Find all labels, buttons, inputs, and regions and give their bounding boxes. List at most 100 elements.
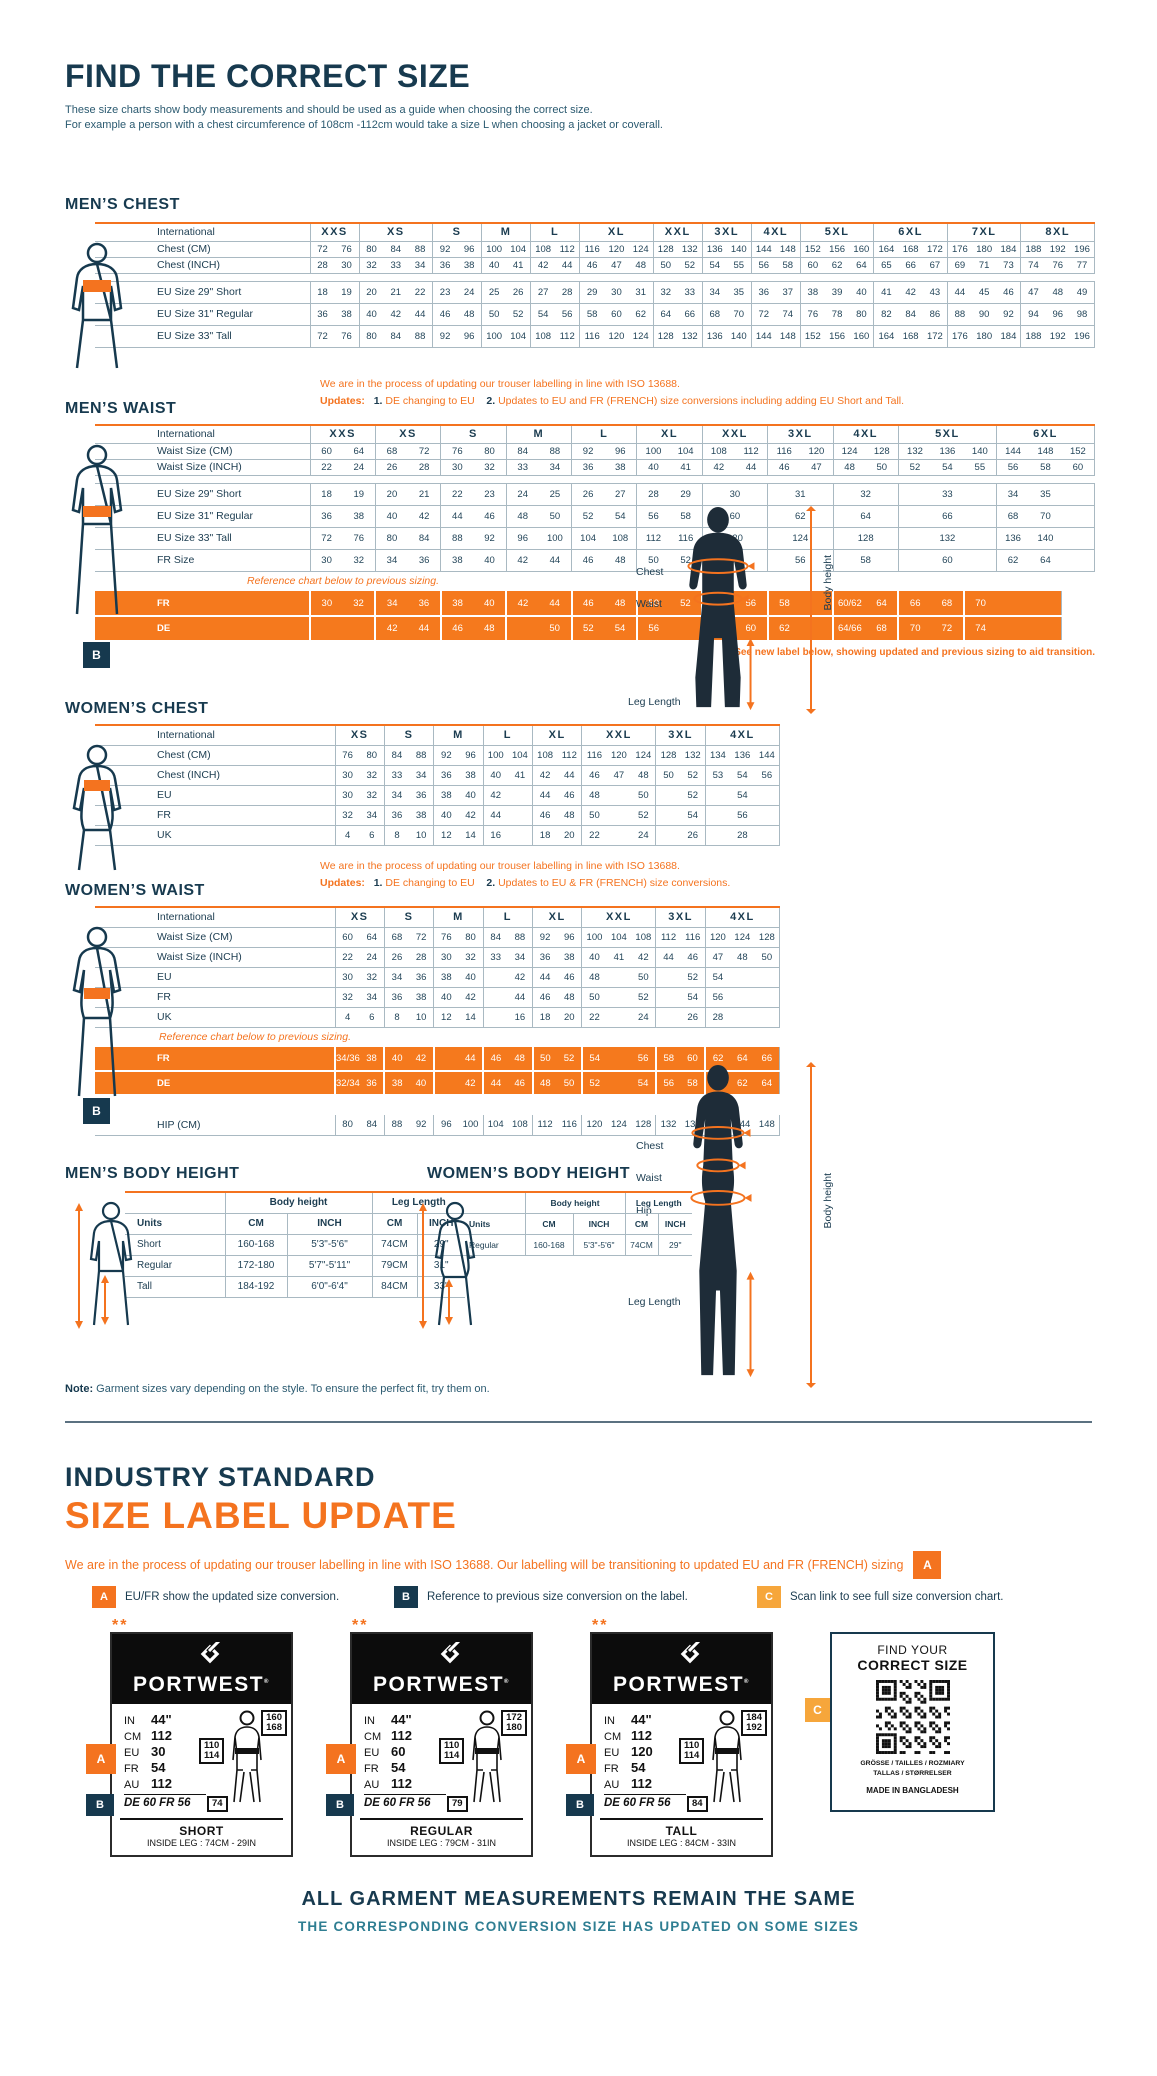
size-cell: 32 [334,987,360,1008]
table-header-label: International [95,425,310,444]
size-cell: 32 [832,483,899,506]
size-cell: 66 [677,303,703,326]
size-cell: 128 [652,325,678,348]
size-cell: 108 [530,325,556,348]
size-cell: 46 [557,785,582,806]
size-cell: 42 [383,303,409,326]
size-cell: 34/36 [334,1047,360,1072]
size-cell: 38 [440,549,474,572]
female-height-figure-icon [419,1201,476,1329]
row-label: UK [95,825,335,846]
height-measure-box: 160 168 [261,1710,287,1736]
a-badge: A [92,1586,116,1608]
size-cell [505,616,539,642]
row-label: Waist Size (CM) [95,443,310,460]
note-text: Garment sizes vary depending on the styl… [93,1383,490,1395]
size-cell: 41 [507,765,533,786]
size-cell: 38 [433,785,459,806]
size-cell: 96 [458,745,484,766]
size-cell: 120 [606,745,632,766]
size-cell: 64 [359,927,385,948]
size-cell: 18 [532,1007,558,1028]
size-cell: 128 [652,241,678,258]
body-height-arrow [806,1062,816,1388]
a-badge: A [86,1744,116,1774]
size-cell: 46 [767,459,801,476]
size-cell: 62 [730,1071,755,1096]
size-cell: 34 [383,967,410,988]
size-cell: 96 [433,1115,459,1136]
size-cell: 196 [1069,325,1095,348]
size-cell: 92 [432,241,458,258]
made-in-label: MADE IN BANGLADESH [866,1786,959,1796]
size-cell: 104 [571,527,605,550]
label-size-name: TALL [665,1824,698,1838]
size-cell: 134 [704,745,730,766]
size-cell [754,987,780,1008]
size-cell: 52 [631,805,656,826]
size-cell: 48 [531,1071,558,1096]
a-badge: A [913,1551,942,1579]
size-cell: 44 [482,805,508,826]
size-cell: 40 [374,505,409,528]
bottom-line-2: THE CORRESPONDING CONVERSION SIZE HAS UP… [297,1919,860,1934]
size-cell: 22 [408,281,433,304]
size-cell: 50 [481,303,507,326]
size-cell: 82 [873,303,899,326]
row-label: EU Size 33" Tall [95,325,310,348]
womens-chest-heading: WOMEN’S CHEST [65,700,209,717]
size-cell [996,616,1030,642]
size-cell: 120 [604,325,629,348]
qr-title-1: FIND YOUR [877,1643,948,1657]
size-cell: 20 [358,281,384,304]
height-measure-box: 172 180 [501,1710,527,1736]
size-cell: 33 [482,947,508,968]
size-cell: 112 [532,1115,558,1136]
leg-length-label: Leg Length [628,1296,681,1308]
size-cell: 23 [473,483,507,506]
size-cell [606,805,632,826]
size-cell: 160 [849,241,874,258]
size-cell: 74 [1020,257,1046,274]
size-cell: 124 [628,325,654,348]
waist-measure-box: 110 114 [679,1738,705,1764]
size-cell: 36 [432,257,458,274]
size-cell: 68 [865,616,899,642]
size-cell: 42 [409,1047,434,1072]
size-cell: 108 [507,1115,533,1136]
size-cell: 58 [775,257,801,274]
size-cell: 40 [409,1071,434,1096]
column-header: INCH [286,1213,372,1235]
size-cell: 140 [1029,527,1062,550]
size-cell: 52 [680,765,706,786]
size-column-header: 5XL [897,425,997,444]
size-cell: 56 [704,987,730,1008]
size-cell [507,805,533,826]
group-header: Body height [524,1192,626,1214]
size-cell: 44 [532,785,558,806]
a-badge: A [566,1744,596,1774]
size-cell: 84 [383,325,409,348]
size-cell [655,825,681,846]
size-cell: 47 [800,459,833,476]
label-size-row: EU 60 [364,1744,406,1759]
size-cell [730,1007,755,1028]
size-cell [754,967,780,988]
size-cell [800,591,833,617]
size-cell: 50 [631,967,656,988]
size-cell: 72 [409,927,434,948]
size-cell [1029,616,1063,642]
size-cell: 29 [669,483,703,506]
size-cell: 36 [408,591,441,617]
updates-note: Updates: 1. DE changing to EU 2. Updates… [320,395,905,407]
label-rule [600,1818,763,1820]
label-size-row: FR 54 [124,1760,166,1775]
size-cell: 70 [1029,505,1062,528]
label-figure: 110 114 184 192 84 [679,1710,767,1814]
brand-name: PORTWEST® [613,1673,750,1696]
size-cell: 92 [433,745,459,766]
size-cell: 164 [873,241,899,258]
size-cell: 30 [309,591,343,617]
size-cell: 40 [458,967,484,988]
size-cell [507,785,533,806]
